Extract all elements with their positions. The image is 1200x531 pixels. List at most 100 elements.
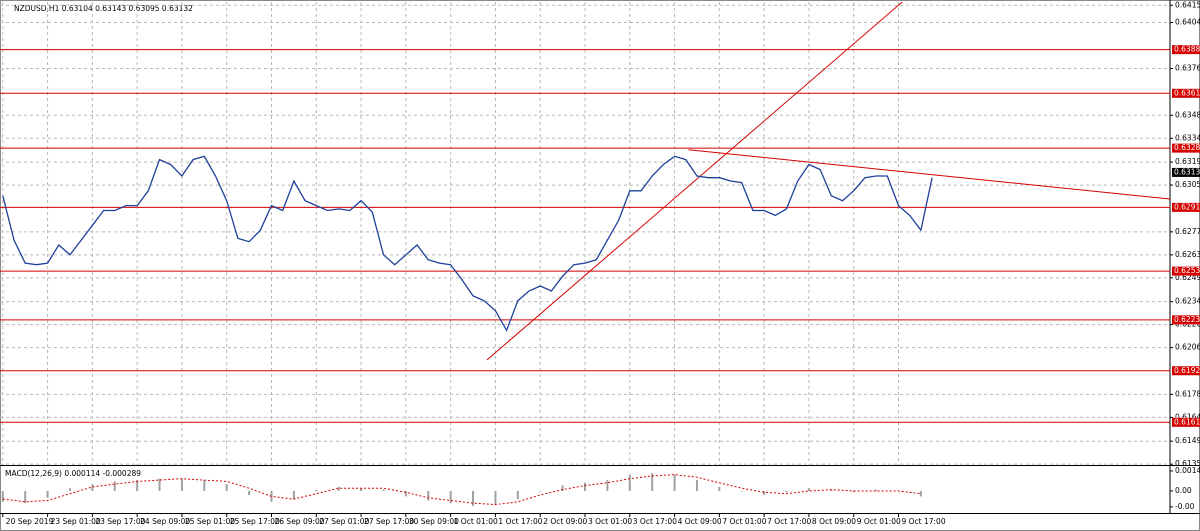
x-tick-label: 27 Sep 01:00 (319, 517, 369, 526)
macd-bar (248, 490, 251, 496)
y-tick-label: -0.00 (1175, 502, 1195, 511)
x-tick-label: 8 Oct 09:00 (812, 517, 856, 526)
x-tick-label: 1 Oct 17:00 (498, 517, 542, 526)
macd-bar (919, 490, 922, 497)
y-tick-label: 0.00 (1175, 486, 1192, 495)
macd-bar (68, 488, 71, 491)
macd-bar (113, 481, 116, 491)
macd-bar (91, 484, 94, 491)
macd-bar (337, 486, 340, 491)
macd-bar (404, 490, 407, 497)
macd-bar (875, 489, 878, 491)
y-tick-label: 0.62345 (1175, 297, 1200, 306)
macd-bar (516, 490, 519, 500)
macd-bar (360, 488, 363, 491)
level-tag (1172, 202, 1200, 212)
x-tick-label: 25 Sep 01:00 (185, 517, 235, 526)
x-tick-label: 30 Sep 09:00 (409, 517, 459, 526)
macd-bar (449, 490, 452, 504)
x-tick-label: 26 Sep 09:00 (275, 517, 325, 526)
macd-bar (852, 490, 855, 493)
x-tick-label: 7 Oct 01:00 (722, 517, 766, 526)
level-label: 0.61924 (1174, 366, 1200, 375)
level-tag (1172, 143, 1200, 153)
macd-bar (292, 490, 295, 500)
macd-bar (830, 489, 833, 491)
macd-bar (46, 490, 49, 498)
x-tick-label: 23 Sep 17:00 (95, 517, 145, 526)
macd-bar (718, 486, 721, 491)
macd-bar (785, 490, 788, 493)
level-tag (1172, 417, 1200, 427)
level-label: 0.63614 (1174, 88, 1200, 97)
x-tick-label: 1 Oct 01:00 (454, 517, 498, 526)
macd-bar (1, 490, 4, 502)
y-tick-label: 0.63195 (1175, 157, 1200, 166)
macd-bar (807, 488, 810, 491)
level-tag (1172, 88, 1200, 98)
macd-bar (628, 474, 631, 491)
last-price-tag (1172, 167, 1200, 177)
macd-bar (24, 490, 27, 504)
last-price-label: 0.63132 (1174, 167, 1200, 176)
macd-bar (606, 480, 609, 491)
price-line (2, 155, 933, 332)
macd-bar (180, 478, 183, 491)
macd-bar (561, 485, 564, 491)
x-tick-label: 27 Sep 17:00 (364, 517, 414, 526)
x-tick-label: 3 Oct 01:00 (588, 517, 632, 526)
macd-bar (472, 490, 475, 506)
x-tick-label: 4 Oct 09:00 (678, 517, 722, 526)
level-label: 0.62919 (1174, 202, 1200, 211)
macd-bar (763, 490, 766, 496)
macd-bar (382, 489, 385, 491)
macd-bar (584, 482, 586, 491)
signal-line (2, 474, 921, 506)
macd-bar (539, 490, 542, 492)
y-tick-label: 0.64045 (1175, 18, 1200, 27)
macd-bar (673, 474, 676, 491)
y-tick-label: 0.62065 (1175, 343, 1200, 352)
plot-area (0, 2, 1170, 465)
x-tick-label: 2 Oct 09:00 (543, 517, 587, 526)
y-tick-label: 0.63765 (1175, 63, 1200, 72)
level-tag (1172, 266, 1200, 276)
level-tag (1172, 45, 1200, 55)
y-tick-label: 0.61355 (1175, 459, 1200, 468)
x-tick-label: 24 Sep 09:00 (140, 517, 190, 526)
level-tag (1172, 315, 1200, 325)
macd-area (1, 473, 922, 506)
macd-bar (203, 480, 206, 491)
trend-line (688, 149, 1170, 200)
macd-bar (651, 473, 654, 491)
x-tick-label: 7 Oct 17:00 (767, 517, 811, 526)
x-tick-label: 9 Oct 17:00 (901, 517, 945, 526)
macd-bar (136, 480, 139, 491)
macd-bar (427, 490, 430, 501)
macd-bar (315, 489, 318, 491)
y-tick-label: 0.63055 (1175, 180, 1200, 189)
x-tick-label: 9 Oct 01:00 (857, 517, 901, 526)
level-tag (1172, 366, 1200, 376)
macd-bar (225, 484, 228, 491)
x-tick-label: 25 Sep 17:00 (230, 517, 280, 526)
x-tick-label: 20 Sep 2019 (6, 517, 54, 526)
chart-title: NZDUSD,H1 0.63104 0.63143 0.63095 0.6313… (14, 4, 193, 13)
level-label: 0.62531 (1174, 266, 1200, 275)
macd-title: MACD(12,26,9) 0.000114 -0.000289 (5, 469, 141, 478)
y-tick-label: 0.00147 (1175, 466, 1200, 475)
macd-bar (158, 478, 161, 491)
x-tick-label: 23 Sep 01:00 (51, 517, 101, 526)
macd-bar (740, 490, 743, 492)
trend-line (486, 2, 903, 361)
